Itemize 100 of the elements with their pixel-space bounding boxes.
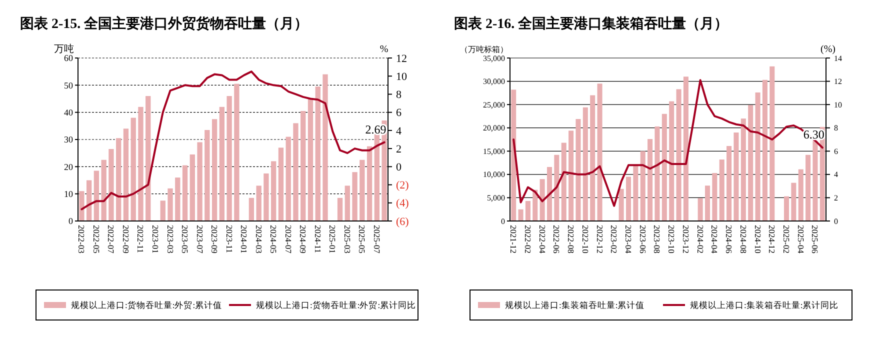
bar [308, 98, 314, 221]
x-tick-label: 2022-02 [522, 225, 533, 254]
bar [618, 188, 624, 221]
bar [197, 142, 202, 221]
legend-label: 规模以上港口:货物吞吐量:外贸:累计值 [71, 300, 222, 310]
x-tick-label: 2023-11 [224, 225, 234, 254]
bar [212, 119, 218, 221]
y-tick-label: 40 [64, 107, 74, 118]
bar [640, 151, 646, 221]
y2-tick-label: (6) [396, 216, 410, 228]
bar [138, 106, 144, 221]
y2-tick-label: 10 [396, 70, 408, 83]
x-tick-label: 2023-09 [210, 225, 220, 254]
bar [116, 138, 122, 221]
x-tick-label: 2023-02 [609, 225, 620, 254]
x-tick-label: 2024-02 [695, 225, 706, 254]
x-tick-label: 2022-12 [594, 225, 605, 254]
bar [740, 118, 746, 221]
bar [683, 76, 688, 221]
x-tick-label: 2025-02 [782, 225, 792, 254]
x-tick-label: 2024-04 [710, 225, 720, 254]
y-tick-label: 30,000 [483, 77, 505, 86]
bar [597, 84, 602, 221]
line-series [80, 70, 386, 210]
x-tick-label: 2022-04 [537, 225, 548, 254]
bar [278, 148, 284, 221]
y-tick-label: 30 [64, 134, 74, 145]
y-tick-label: 0 [68, 216, 74, 226]
bar [755, 92, 760, 221]
bar [812, 140, 818, 221]
x-tick-label: 2022-06 [552, 225, 562, 254]
x-tick-label: 2024-06 [724, 225, 734, 254]
bar [234, 84, 240, 221]
bar [540, 179, 545, 221]
bar [576, 119, 581, 221]
bar [633, 165, 638, 221]
x-tick-label: 2022-11 [136, 225, 146, 254]
y-axis-title: 万吨 [54, 43, 74, 55]
bar [182, 165, 188, 221]
bar [582, 107, 588, 221]
y2-tick-label: 0 [396, 162, 402, 174]
bar [590, 95, 596, 221]
bar [704, 186, 710, 221]
y2-tick-label: 10 [834, 100, 842, 110]
bar [698, 198, 703, 221]
y2-tick-label: 2 [396, 143, 402, 156]
y2-tick-label: (2) [396, 180, 410, 192]
bar [322, 74, 328, 221]
x-tick-label: 2024-12 [767, 225, 778, 254]
x-tick-label: 2025-01 [328, 225, 338, 254]
bar [130, 118, 136, 221]
bar [676, 89, 682, 221]
x-tick-label: 2022-10 [580, 225, 590, 254]
y2-tick-label: 14 [834, 54, 842, 63]
bar [286, 136, 291, 221]
x-tick-label: 2023-03 [165, 225, 176, 254]
y2-axis-title: % [380, 44, 388, 55]
x-tick-label: 2022-08 [566, 225, 576, 254]
y2-tick-label: 0 [834, 216, 838, 226]
y2-tick-label: 4 [834, 170, 838, 180]
y2-tick-label: 12 [834, 77, 842, 86]
y2-tick-label: (4) [396, 198, 410, 210]
x-tick-label: 2025-06 [810, 225, 820, 254]
x-tick-label: 2022-05 [91, 225, 102, 254]
bar [662, 114, 667, 221]
bar [546, 166, 552, 221]
bar [146, 96, 151, 221]
bar [226, 96, 232, 221]
x-tick-label: 2023-08 [652, 225, 662, 254]
y2-tick-label: 8 [834, 124, 838, 133]
bar [300, 110, 306, 221]
bar [256, 186, 262, 221]
bar [518, 209, 524, 221]
x-tick-label: 2023-05 [180, 225, 190, 254]
bar [160, 200, 166, 221]
bar [719, 160, 724, 221]
bar [123, 128, 129, 221]
x-tick-label: 2023-01 [150, 225, 160, 254]
bar [101, 160, 106, 221]
bar [79, 191, 84, 221]
x-tick-label: 2023-07 [194, 225, 205, 254]
x-tick-label: 2024-01 [239, 225, 250, 254]
bar [190, 154, 195, 221]
x-tick-label: 2025-05 [357, 225, 368, 254]
y-tick-label: 15,000 [483, 146, 505, 156]
bar [352, 172, 358, 221]
y-tick-label: 0 [501, 216, 505, 226]
y-tick-label: 5,000 [487, 194, 505, 203]
bar [248, 198, 254, 221]
x-tick-label: 2025-04 [796, 225, 806, 254]
x-tick-label: 2024-05 [268, 225, 279, 254]
bar [344, 186, 350, 221]
x-tick-label: 2023-06 [638, 225, 648, 254]
bar [712, 173, 718, 221]
y2-tick-label: 12 [396, 52, 407, 65]
bar [734, 132, 739, 221]
y-tick-label: 20,000 [483, 124, 505, 133]
bar [315, 86, 320, 221]
legend-label: 规模以上港口:集装箱吞吐量:累计值 [505, 300, 645, 310]
legend-label: 规模以上港口:集装箱吞吐量:累计同比 [690, 300, 839, 310]
